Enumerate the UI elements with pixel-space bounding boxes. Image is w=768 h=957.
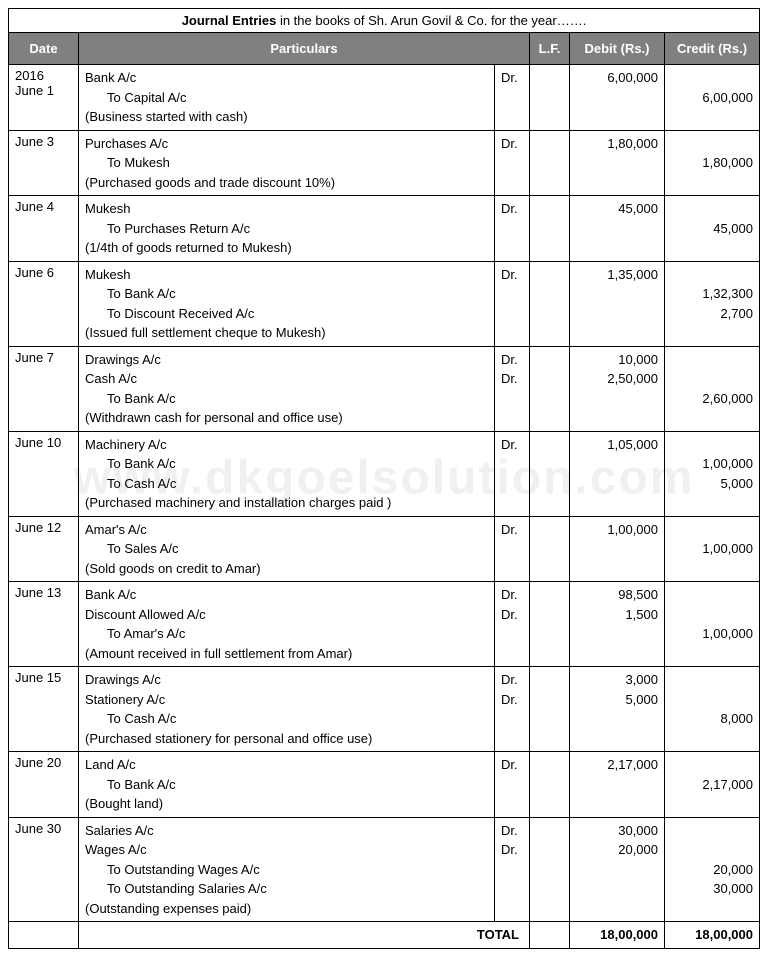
entry-dr-marks: Dr. (495, 516, 530, 582)
entry-debit: 2,17,000 (570, 752, 665, 818)
entry-date: June 12 (9, 516, 79, 582)
header-particulars: Particulars (79, 33, 530, 65)
entry-dr-marks: Dr.Dr. (495, 346, 530, 431)
journal-entry-row: June 10Machinery A/cTo Bank A/cTo Cash A… (9, 431, 760, 516)
entry-lf (530, 346, 570, 431)
entry-date: June 3 (9, 130, 79, 196)
entry-debit: 45,000 (570, 196, 665, 262)
entry-lf (530, 752, 570, 818)
entry-date: June 4 (9, 196, 79, 262)
entry-credit: 20,00030,000 (665, 817, 760, 922)
entry-lf (530, 667, 570, 752)
total-empty-date (9, 922, 79, 949)
journal-entry-row: June 20Land A/cTo Bank A/c(Bought land)D… (9, 752, 760, 818)
journal-entry-row: June 30Salaries A/cWages A/cTo Outstandi… (9, 817, 760, 922)
journal-entry-row: June 4MukeshTo Purchases Return A/c(1/4t… (9, 196, 760, 262)
entry-credit: 1,00,000 (665, 516, 760, 582)
journal-entry-row: 2016June 1Bank A/cTo Capital A/c(Busines… (9, 65, 760, 131)
entry-particulars: MukeshTo Bank A/cTo Discount Received A/… (79, 261, 495, 346)
journal-entry-row: June 12Amar's A/cTo Sales A/c(Sold goods… (9, 516, 760, 582)
entry-lf (530, 65, 570, 131)
entry-particulars: Amar's A/cTo Sales A/c(Sold goods on cre… (79, 516, 495, 582)
entry-debit: 10,0002,50,000 (570, 346, 665, 431)
entry-dr-marks: Dr. (495, 752, 530, 818)
entry-debit: 30,00020,000 (570, 817, 665, 922)
entry-date: June 7 (9, 346, 79, 431)
entry-debit: 3,0005,000 (570, 667, 665, 752)
entry-date: June 15 (9, 667, 79, 752)
entry-dr-marks: Dr.Dr. (495, 817, 530, 922)
journal-entry-row: June 13Bank A/cDiscount Allowed A/cTo Am… (9, 582, 760, 667)
entry-lf (530, 582, 570, 667)
entry-particulars: Drawings A/cStationery A/cTo Cash A/c(Pu… (79, 667, 495, 752)
table-title-row: Journal Entries in the books of Sh. Arun… (9, 9, 760, 33)
entry-debit: 6,00,000 (570, 65, 665, 131)
entry-lf (530, 516, 570, 582)
entry-dr-marks: Dr. (495, 261, 530, 346)
entry-particulars: Purchases A/cTo Mukesh(Purchased goods a… (79, 130, 495, 196)
entry-particulars: Land A/cTo Bank A/c(Bought land) (79, 752, 495, 818)
total-credit: 18,00,000 (665, 922, 760, 949)
entry-lf (530, 817, 570, 922)
entry-credit: 8,000 (665, 667, 760, 752)
entry-credit: 45,000 (665, 196, 760, 262)
entry-lf (530, 130, 570, 196)
entry-date: June 20 (9, 752, 79, 818)
entry-date: June 13 (9, 582, 79, 667)
entry-credit: 2,17,000 (665, 752, 760, 818)
entry-particulars: Bank A/cTo Capital A/c(Business started … (79, 65, 495, 131)
entry-credit: 1,80,000 (665, 130, 760, 196)
entry-dr-marks: Dr. (495, 196, 530, 262)
entry-particulars: MukeshTo Purchases Return A/c(1/4th of g… (79, 196, 495, 262)
header-credit: Credit (Rs.) (665, 33, 760, 65)
entry-dr-marks: Dr. (495, 65, 530, 131)
header-debit: Debit (Rs.) (570, 33, 665, 65)
entry-dr-marks: Dr.Dr. (495, 582, 530, 667)
title-bold: Journal Entries (182, 13, 277, 28)
entry-credit: 1,00,000 (665, 582, 760, 667)
entry-particulars: Machinery A/cTo Bank A/cTo Cash A/c(Purc… (79, 431, 495, 516)
entry-particulars: Drawings A/cCash A/cTo Bank A/c(Withdraw… (79, 346, 495, 431)
entry-debit: 1,35,000 (570, 261, 665, 346)
journal-entry-row: June 15Drawings A/cStationery A/cTo Cash… (9, 667, 760, 752)
entry-date: 2016June 1 (9, 65, 79, 131)
total-empty-lf (530, 922, 570, 949)
entry-credit: 2,60,000 (665, 346, 760, 431)
entry-dr-marks: Dr.Dr. (495, 667, 530, 752)
journal-entries-table: Journal Entries in the books of Sh. Arun… (8, 8, 760, 949)
entry-lf (530, 196, 570, 262)
entry-debit: 1,00,000 (570, 516, 665, 582)
entry-credit: 6,00,000 (665, 65, 760, 131)
total-label: TOTAL (79, 922, 530, 949)
entry-particulars: Bank A/cDiscount Allowed A/cTo Amar's A/… (79, 582, 495, 667)
entry-date: June 6 (9, 261, 79, 346)
entry-date: June 30 (9, 817, 79, 922)
entry-lf (530, 261, 570, 346)
header-lf: L.F. (530, 33, 570, 65)
total-row: TOTAL 18,00,00018,00,000 (9, 922, 760, 949)
entry-debit: 98,5001,500 (570, 582, 665, 667)
journal-entry-row: June 3Purchases A/cTo Mukesh(Purchased g… (9, 130, 760, 196)
entry-credit: 1,32,3002,700 (665, 261, 760, 346)
header-date: Date (9, 33, 79, 65)
entry-date: June 10 (9, 431, 79, 516)
entry-dr-marks: Dr. (495, 130, 530, 196)
entry-lf (530, 431, 570, 516)
entry-debit: 1,80,000 (570, 130, 665, 196)
title-rest: in the books of Sh. Arun Govil & Co. for… (276, 13, 586, 28)
entry-dr-marks: Dr. (495, 431, 530, 516)
entry-debit: 1,05,000 (570, 431, 665, 516)
entry-credit: 1,00,0005,000 (665, 431, 760, 516)
journal-entry-row: June 7Drawings A/cCash A/cTo Bank A/c(Wi… (9, 346, 760, 431)
journal-entry-row: June 6MukeshTo Bank A/cTo Discount Recei… (9, 261, 760, 346)
table-header-row: Date Particulars L.F. Debit (Rs.) Credit… (9, 33, 760, 65)
entry-particulars: Salaries A/cWages A/cTo Outstanding Wage… (79, 817, 495, 922)
total-debit: 18,00,000 (570, 922, 665, 949)
